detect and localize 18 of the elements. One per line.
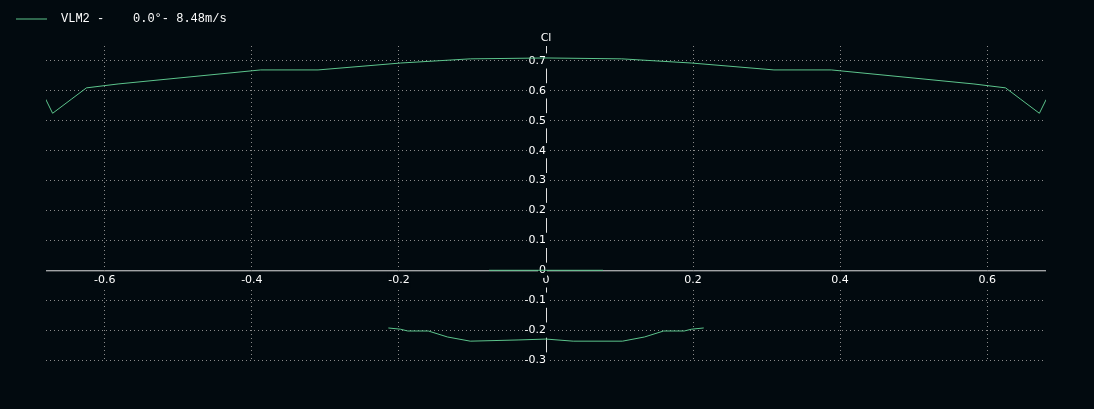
y-tick-label: 0.6	[528, 83, 546, 97]
x-tick-label: 0.2	[684, 272, 702, 286]
y-tick-label: -0.3	[524, 352, 546, 366]
y-tick-label: -0.2	[524, 322, 546, 336]
legend-label: VLM2 - 0.0°- 8.48m/s	[61, 12, 227, 27]
x-tick-label: 0.4	[831, 272, 849, 286]
y-tick-label: 0.7	[528, 53, 546, 67]
y-tick-label: 0.4	[528, 143, 546, 157]
y-tick-label: 0.1	[528, 233, 546, 247]
x-tick-label: 0.6	[978, 272, 996, 286]
y-tick-label: 0.2	[528, 203, 546, 217]
y-tick-label: 0.5	[528, 113, 546, 127]
x-tick-label: -0.2	[388, 272, 410, 286]
y-tick-label: 0.3	[528, 173, 546, 187]
y-axis-title: Cl	[540, 31, 552, 45]
x-tick-label: -0.4	[241, 272, 263, 286]
x-tick-label: -0.6	[94, 272, 116, 286]
y-tick-label: -0.1	[524, 293, 546, 307]
